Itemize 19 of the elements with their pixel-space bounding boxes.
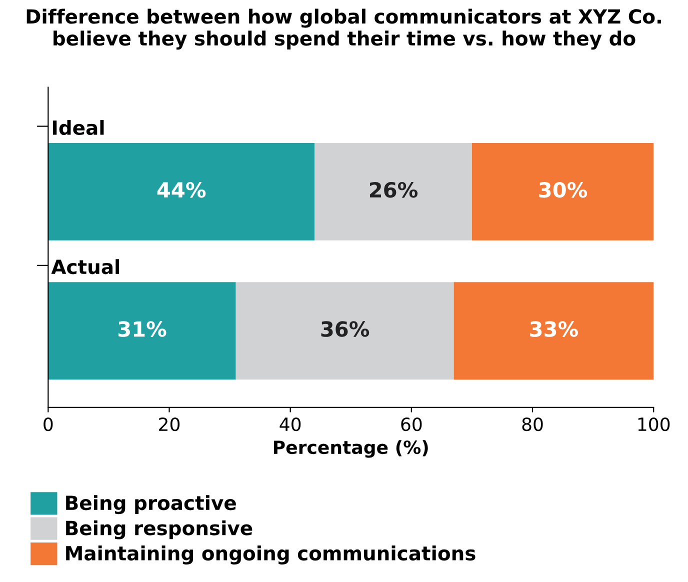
y-tick-label: Actual xyxy=(51,259,120,274)
x-tick-label: 0 xyxy=(44,417,53,432)
text: 36% xyxy=(321,321,370,337)
x-tick-label: 60 xyxy=(401,417,422,432)
legend-label: Being responsive xyxy=(66,520,252,540)
text: 33% xyxy=(530,321,578,337)
text: 30% xyxy=(539,182,588,198)
chart-title: Difference between how global communicators at XYZ Co. believe they should spend their time vs. how they do xyxy=(26,8,661,50)
x-tick-label: 20 xyxy=(159,417,180,432)
text: 26% xyxy=(370,182,418,198)
x-tick-label: 40 xyxy=(280,417,301,432)
x-tick-label: 80 xyxy=(522,417,543,432)
x-axis-title: Percentage (%) xyxy=(274,440,428,458)
text: 31% xyxy=(118,321,166,337)
x-tick-label: 100 xyxy=(638,417,670,432)
text: 44% xyxy=(157,182,206,198)
legend-label: Maintaining ongoing communications xyxy=(66,546,476,564)
y-tick-label: Ideal xyxy=(52,120,104,136)
legend-label: Being proactive xyxy=(66,495,236,514)
